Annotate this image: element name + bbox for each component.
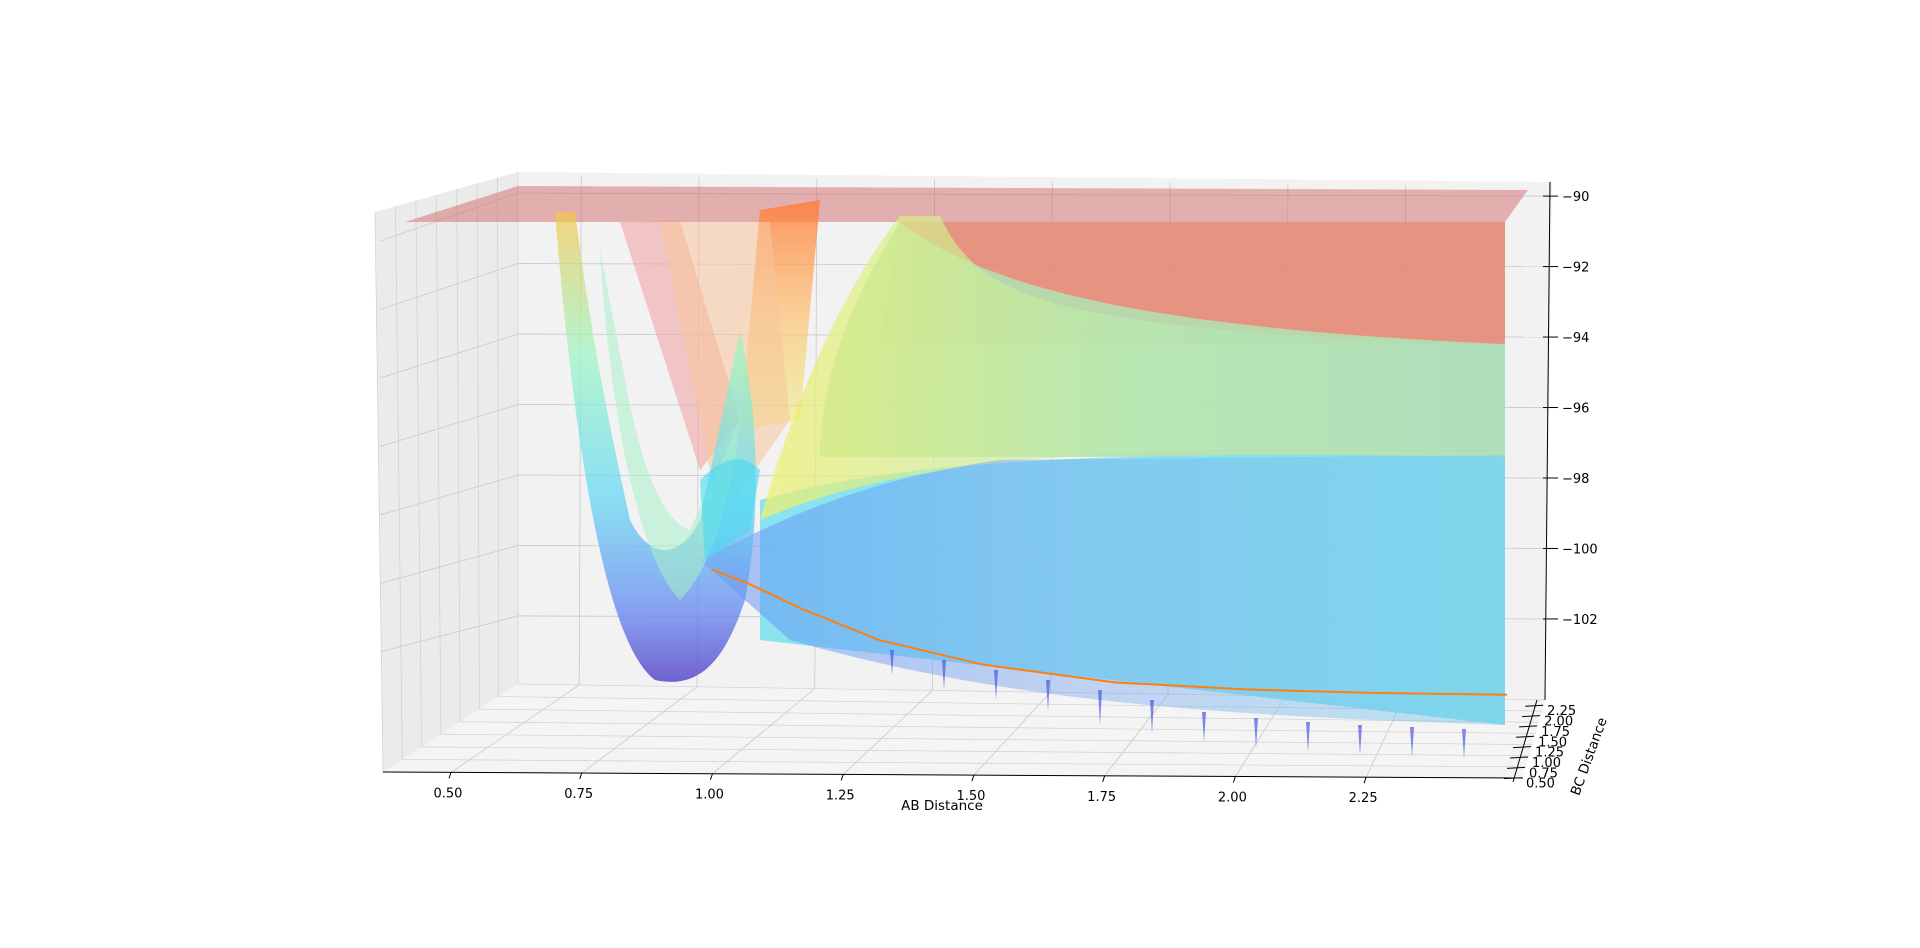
series-layer <box>711 568 1507 696</box>
y-gridline-left-2 <box>415 200 422 747</box>
surface-spike-2 <box>994 670 998 700</box>
z-tick-label-1: −92 <box>1562 261 1589 276</box>
z-gridline-left-2 <box>379 333 519 379</box>
surface-spike-0 <box>890 650 894 675</box>
z-gridline-left-3 <box>379 404 519 447</box>
z-tick-label-5: −100 <box>1562 542 1598 557</box>
y-tick-label-2: 1.00 <box>1532 756 1561 771</box>
x-tick-label-3: 1.25 <box>826 788 855 803</box>
z-gridline-left-1 <box>379 263 519 310</box>
x-tick-6 <box>1232 776 1236 783</box>
x-tick-label-2: 1.00 <box>695 788 724 803</box>
y-gridline-left-6 <box>497 177 500 697</box>
x-gridline-floor-1 <box>581 686 698 774</box>
x-axis-line <box>382 771 1524 779</box>
z-axis-line <box>1544 181 1551 701</box>
surface-spike-4 <box>1098 690 1102 725</box>
x-tick-label-0: 0.50 <box>434 786 463 801</box>
y-tick-7 <box>1525 704 1544 707</box>
series-line-0 <box>711 568 1507 696</box>
surface-top-plane <box>405 186 1528 222</box>
surface-spike-1 <box>942 660 946 690</box>
y-gridline-floor-1 <box>402 759 1527 768</box>
surface-spike-7 <box>1254 718 1258 748</box>
x-tick-label-5: 1.75 <box>1087 790 1116 805</box>
y-tick-label-4: 1.50 <box>1538 735 1567 750</box>
z-tick-label-6: −102 <box>1562 613 1598 628</box>
x-tick-label-6: 2.00 <box>1218 790 1247 805</box>
left-pane <box>375 172 518 772</box>
y-gridline-left-0 <box>374 211 384 773</box>
surface-spike-6 <box>1202 712 1206 742</box>
x-tick-1 <box>579 772 583 780</box>
y-tick-6 <box>1522 715 1541 718</box>
surface-blue-sheet <box>700 455 1505 725</box>
y-tick-label-6: 2.00 <box>1544 715 1573 730</box>
y-gridline-floor-3 <box>440 733 1533 745</box>
surface-spike-5 <box>1150 700 1154 733</box>
x-gridline-floor-3 <box>842 690 933 775</box>
x-tick-label-4: 1.50 <box>956 789 985 804</box>
y-tick-2 <box>1510 756 1529 759</box>
x-tick-label-1: 0.75 <box>564 787 593 802</box>
z-tick-label-2: −94 <box>1562 331 1589 346</box>
surface-spike-8 <box>1306 722 1310 752</box>
y-tick-0 <box>1503 777 1522 780</box>
x-tick-3 <box>840 774 844 781</box>
y-tick-label-3: 1.25 <box>1535 746 1564 761</box>
x-gridline-floor-2 <box>712 688 816 775</box>
y-tick-5 <box>1519 725 1538 728</box>
surface-spike-3 <box>1046 680 1050 710</box>
y-gridline-floor-2 <box>421 746 1530 757</box>
x-tick-0 <box>448 772 452 779</box>
z-tick-label-0: −90 <box>1562 190 1589 205</box>
energy-surface <box>405 186 1528 758</box>
x-tick-4 <box>971 774 975 782</box>
z-gridline-left-6 <box>379 615 519 653</box>
tick-labels: 0.50 0.75 1.00 1.25 1.50 1.75 2.00 2.25−90−92−9… <box>434 190 1598 806</box>
y-gridline-floor-4 <box>460 721 1536 734</box>
x-tick-2 <box>709 773 713 780</box>
surface-spike-9 <box>1358 725 1362 755</box>
x-tick-7 <box>1363 777 1367 784</box>
x-gridline-floor-0 <box>450 684 580 773</box>
z-tick-label-4: −98 <box>1562 472 1589 487</box>
y-gridline-left-4 <box>456 189 461 722</box>
x-tick-5 <box>1102 775 1106 782</box>
y-gridline-floor-5 <box>479 708 1539 723</box>
surface-saddle <box>700 459 760 560</box>
y-tick-label-1: 0.75 <box>1529 766 1558 781</box>
surface-ridge-peach <box>660 222 790 520</box>
z-gridline-left-5 <box>379 545 519 584</box>
y-axis-label: BC Distance <box>1568 715 1611 797</box>
x-gridline-floor-5 <box>1104 693 1169 777</box>
surface-sweep <box>760 216 1505 520</box>
y-tick-label-5: 1.75 <box>1541 725 1570 740</box>
axes-lines <box>382 181 1558 784</box>
surface-spike-11 <box>1462 729 1466 758</box>
y-gridline-left-3 <box>435 194 442 735</box>
y-tick-label-7: 2.25 <box>1547 704 1576 719</box>
y-gridline-left-5 <box>476 183 480 710</box>
surface-valley <box>555 212 756 682</box>
y-tick-label-0: 0.50 <box>1526 777 1555 792</box>
y-tick-4 <box>1516 735 1535 738</box>
y-gridline-left-1 <box>395 206 403 760</box>
z-tick-label-3: −96 <box>1562 402 1589 417</box>
x-tick-label-7: 2.25 <box>1349 791 1378 806</box>
x-axis-label: AB Distance <box>901 798 983 814</box>
y-tick-3 <box>1513 746 1532 749</box>
x-gridline-floor-4 <box>973 692 1051 776</box>
y-axis-line <box>1512 699 1538 783</box>
y-tick-1 <box>1506 766 1526 769</box>
surface-spike-10 <box>1410 727 1414 757</box>
z-gridline-left-4 <box>379 474 519 516</box>
